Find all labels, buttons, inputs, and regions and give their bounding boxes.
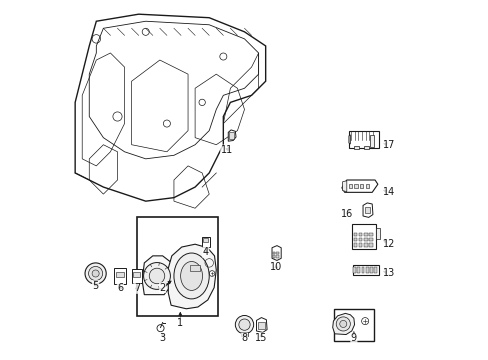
- Text: 4: 4: [202, 247, 208, 257]
- Polygon shape: [142, 256, 171, 294]
- Circle shape: [85, 263, 106, 284]
- Bar: [276, 255, 278, 258]
- Bar: [131, 269, 142, 283]
- Ellipse shape: [180, 261, 202, 291]
- Bar: [364, 207, 370, 213]
- Bar: [361, 267, 364, 273]
- Text: 2: 2: [159, 283, 165, 293]
- Polygon shape: [256, 318, 266, 332]
- Bar: [364, 238, 367, 242]
- Bar: [114, 268, 126, 284]
- Bar: [353, 238, 356, 242]
- Text: 7: 7: [134, 283, 140, 293]
- Bar: [368, 238, 372, 242]
- Text: 5: 5: [92, 281, 99, 291]
- Bar: [369, 267, 372, 273]
- Circle shape: [88, 266, 102, 280]
- Bar: [352, 224, 376, 249]
- Bar: [133, 272, 140, 277]
- Text: 1: 1: [177, 318, 183, 328]
- Bar: [272, 255, 275, 258]
- Bar: [258, 322, 264, 329]
- Text: 12: 12: [382, 239, 394, 248]
- Bar: [353, 243, 356, 247]
- Bar: [272, 252, 275, 254]
- Bar: [370, 135, 373, 147]
- Bar: [333, 309, 373, 341]
- Bar: [364, 233, 367, 236]
- Text: 11: 11: [220, 145, 232, 155]
- Bar: [358, 238, 362, 242]
- Bar: [228, 132, 234, 139]
- Text: 3: 3: [159, 333, 165, 343]
- Text: 14: 14: [382, 187, 394, 197]
- Bar: [348, 184, 351, 189]
- Bar: [375, 228, 379, 239]
- Bar: [352, 265, 378, 275]
- Bar: [353, 146, 358, 149]
- Bar: [353, 184, 357, 189]
- Bar: [116, 272, 124, 277]
- Bar: [137, 217, 218, 316]
- Bar: [368, 243, 372, 247]
- Polygon shape: [348, 135, 349, 144]
- Circle shape: [238, 319, 250, 330]
- Text: 16: 16: [341, 208, 353, 219]
- Polygon shape: [271, 246, 281, 260]
- Text: 8: 8: [241, 333, 247, 343]
- Bar: [203, 238, 208, 242]
- Circle shape: [92, 270, 99, 277]
- Bar: [349, 131, 379, 148]
- Polygon shape: [342, 181, 346, 192]
- Bar: [353, 233, 356, 236]
- Bar: [202, 237, 209, 247]
- Bar: [352, 267, 355, 273]
- Ellipse shape: [174, 253, 209, 299]
- Text: 15: 15: [255, 333, 267, 343]
- Bar: [357, 267, 360, 273]
- Text: 13: 13: [382, 269, 394, 279]
- Bar: [358, 233, 362, 236]
- Polygon shape: [228, 130, 236, 141]
- Circle shape: [143, 262, 170, 289]
- Bar: [359, 184, 363, 189]
- Polygon shape: [362, 203, 372, 217]
- Bar: [365, 184, 368, 189]
- Bar: [363, 146, 368, 149]
- Circle shape: [149, 268, 164, 284]
- Bar: [241, 332, 247, 336]
- Circle shape: [235, 315, 253, 334]
- Polygon shape: [332, 313, 354, 334]
- Text: 9: 9: [350, 333, 356, 343]
- Polygon shape: [168, 244, 216, 309]
- Bar: [189, 265, 200, 271]
- Circle shape: [339, 320, 346, 328]
- Polygon shape: [341, 180, 377, 192]
- Bar: [374, 267, 376, 273]
- Bar: [358, 243, 362, 247]
- Bar: [276, 252, 278, 254]
- Text: 10: 10: [269, 262, 282, 272]
- Circle shape: [336, 317, 349, 331]
- Text: 17: 17: [382, 140, 394, 150]
- Bar: [368, 233, 372, 236]
- Text: 6: 6: [117, 283, 123, 293]
- Bar: [364, 243, 367, 247]
- Bar: [365, 267, 368, 273]
